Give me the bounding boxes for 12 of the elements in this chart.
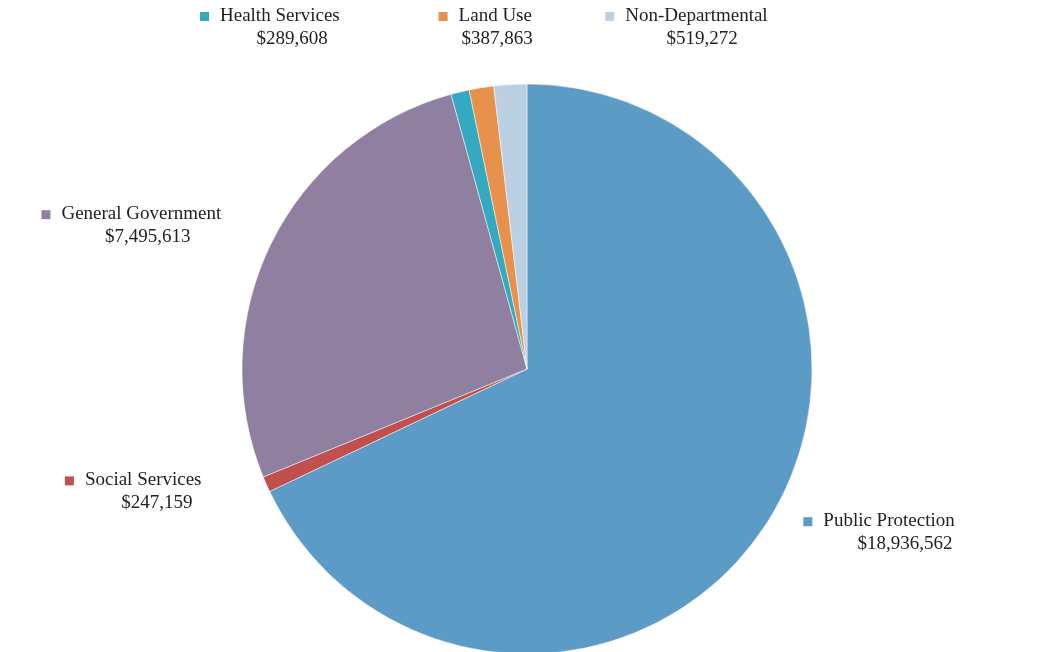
legend-label: General Government [61, 202, 222, 224]
legend-label: Land Use [458, 4, 532, 25]
data-label: $7,495,613 [105, 225, 191, 247]
data-label: $387,863 [461, 27, 533, 48]
data-label: $18,936,562 [857, 532, 953, 554]
data-label: $247,159 [121, 491, 193, 513]
legend-label: Health Services [220, 4, 340, 25]
legend-label: Social Services [84, 468, 202, 490]
data-label: $519,272 [666, 27, 738, 48]
legend-label: Public Protection [823, 509, 956, 531]
legend-label: Non-Departmental [625, 4, 768, 25]
data-label: $289,608 [256, 27, 328, 48]
